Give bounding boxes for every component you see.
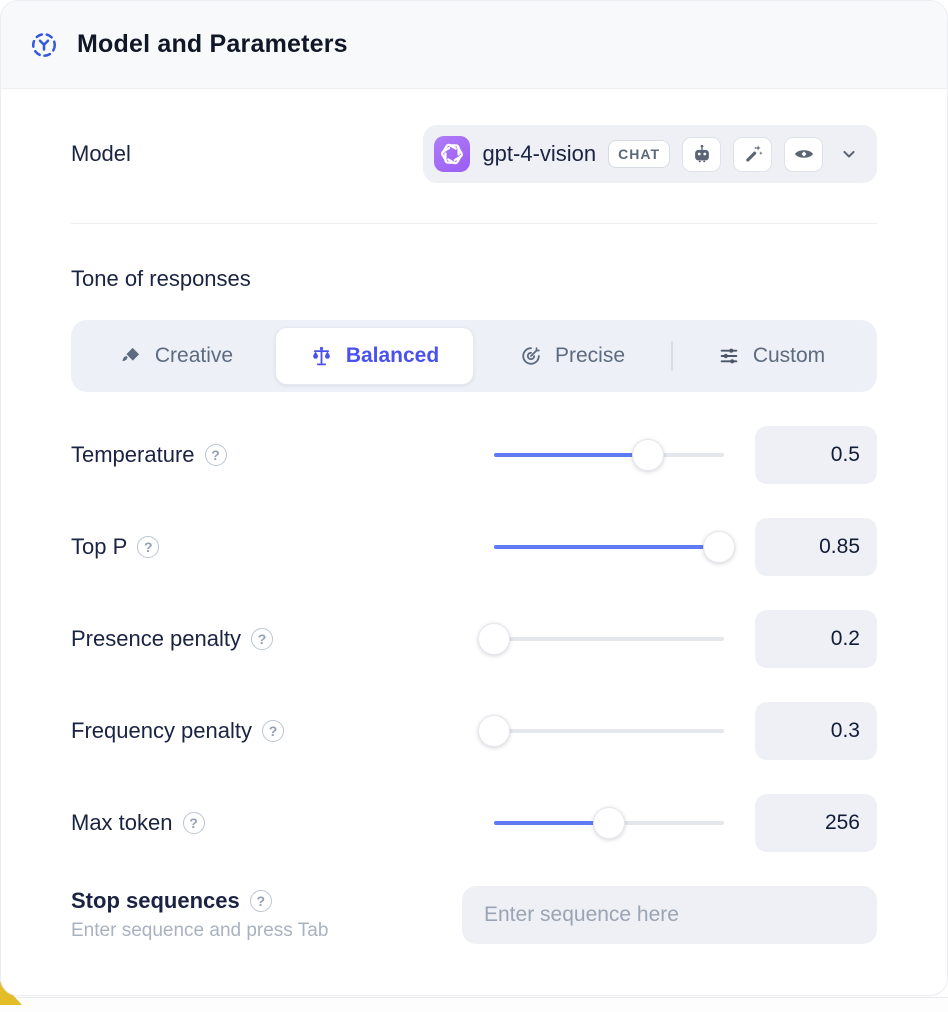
stop-sequences-label: Stop sequences bbox=[71, 888, 240, 913]
help-icon[interactable] bbox=[262, 720, 284, 742]
magic-wand-icon bbox=[733, 136, 772, 172]
help-icon[interactable] bbox=[204, 444, 227, 466]
vision-eye-icon bbox=[784, 136, 823, 172]
stop-sequences-row: Stop sequences Enter sequence and press … bbox=[71, 886, 877, 994]
chevron-down-icon[interactable] bbox=[839, 144, 859, 164]
model-label: Model bbox=[71, 141, 131, 166]
tab-precise[interactable]: Precise bbox=[474, 327, 671, 385]
help-icon[interactable] bbox=[182, 812, 205, 834]
sliders-icon bbox=[720, 348, 738, 364]
openai-logo-icon bbox=[434, 136, 471, 172]
panel-header: Model and Parameters bbox=[1, 1, 947, 89]
tab-label: Custom bbox=[752, 344, 826, 367]
balance-scale-icon bbox=[312, 346, 330, 365]
slider-thumb[interactable] bbox=[478, 623, 510, 655]
model-select[interactable]: gpt-4-vision CHAT bbox=[423, 125, 877, 183]
param-row-temperature: Temperature 0.5 bbox=[71, 426, 877, 484]
slider-thumb[interactable] bbox=[703, 531, 736, 563]
param-label: Max token bbox=[71, 810, 173, 835]
param-row-top-p: Top P 0.85 bbox=[71, 518, 877, 576]
section-divider bbox=[71, 223, 877, 224]
panel-title: Model and Parameters bbox=[77, 30, 348, 58]
max-token-slider[interactable] bbox=[494, 807, 724, 839]
help-icon[interactable] bbox=[251, 628, 273, 650]
frequency-penalty-slider[interactable] bbox=[478, 715, 724, 747]
help-icon[interactable] bbox=[137, 536, 160, 558]
slider-thumb[interactable] bbox=[632, 439, 665, 471]
tab-creative[interactable]: Creative bbox=[78, 327, 275, 385]
model-type-badge: CHAT bbox=[608, 140, 670, 168]
robot-icon bbox=[682, 136, 721, 172]
tab-label: Creative bbox=[154, 344, 234, 367]
param-label: Temperature bbox=[71, 442, 195, 467]
background-strip bbox=[0, 997, 948, 1012]
help-icon[interactable] bbox=[249, 890, 272, 912]
param-row-presence-penalty: Presence penalty 0.2 bbox=[71, 610, 877, 668]
panel-body: Model bbox=[1, 89, 947, 994]
model-row: Model bbox=[71, 125, 877, 183]
tone-heading: Tone of responses bbox=[71, 266, 251, 291]
target-icon bbox=[522, 347, 540, 365]
stop-sequence-input[interactable] bbox=[462, 886, 877, 944]
tab-divider bbox=[671, 341, 673, 371]
stop-sequences-hint: Enter sequence and press Tab bbox=[71, 920, 329, 941]
frequency-penalty-value[interactable]: 0.3 bbox=[755, 702, 877, 760]
tab-label: Precise bbox=[554, 344, 626, 367]
max-token-value[interactable]: 256 bbox=[755, 794, 877, 852]
param-label: Frequency penalty bbox=[71, 718, 252, 743]
tab-custom[interactable]: Custom bbox=[673, 327, 870, 385]
presence-penalty-value[interactable]: 0.2 bbox=[755, 610, 877, 668]
param-row-max-token: Max token 256 bbox=[71, 794, 877, 852]
tab-label: Balanced bbox=[345, 344, 440, 367]
param-row-frequency-penalty: Frequency penalty 0.3 bbox=[71, 702, 877, 760]
temperature-slider[interactable] bbox=[494, 439, 724, 471]
param-label: Top P bbox=[71, 534, 128, 559]
top-p-value[interactable]: 0.85 bbox=[755, 518, 877, 576]
top-p-slider[interactable] bbox=[494, 531, 736, 563]
temperature-value[interactable]: 0.5 bbox=[755, 426, 877, 484]
paintbrush-icon bbox=[122, 347, 139, 362]
parameter-list: Temperature 0.5 Top P bbox=[71, 426, 877, 852]
presence-penalty-slider[interactable] bbox=[478, 623, 724, 655]
selected-model-name: gpt-4-vision bbox=[482, 141, 597, 166]
slider-thumb[interactable] bbox=[593, 807, 625, 839]
model-hub-icon bbox=[29, 30, 59, 60]
tone-tab-bar: Creative Balanced bbox=[71, 320, 877, 392]
tab-balanced[interactable]: Balanced bbox=[275, 327, 474, 385]
param-label: Presence penalty bbox=[71, 626, 241, 651]
slider-thumb[interactable] bbox=[478, 715, 510, 747]
